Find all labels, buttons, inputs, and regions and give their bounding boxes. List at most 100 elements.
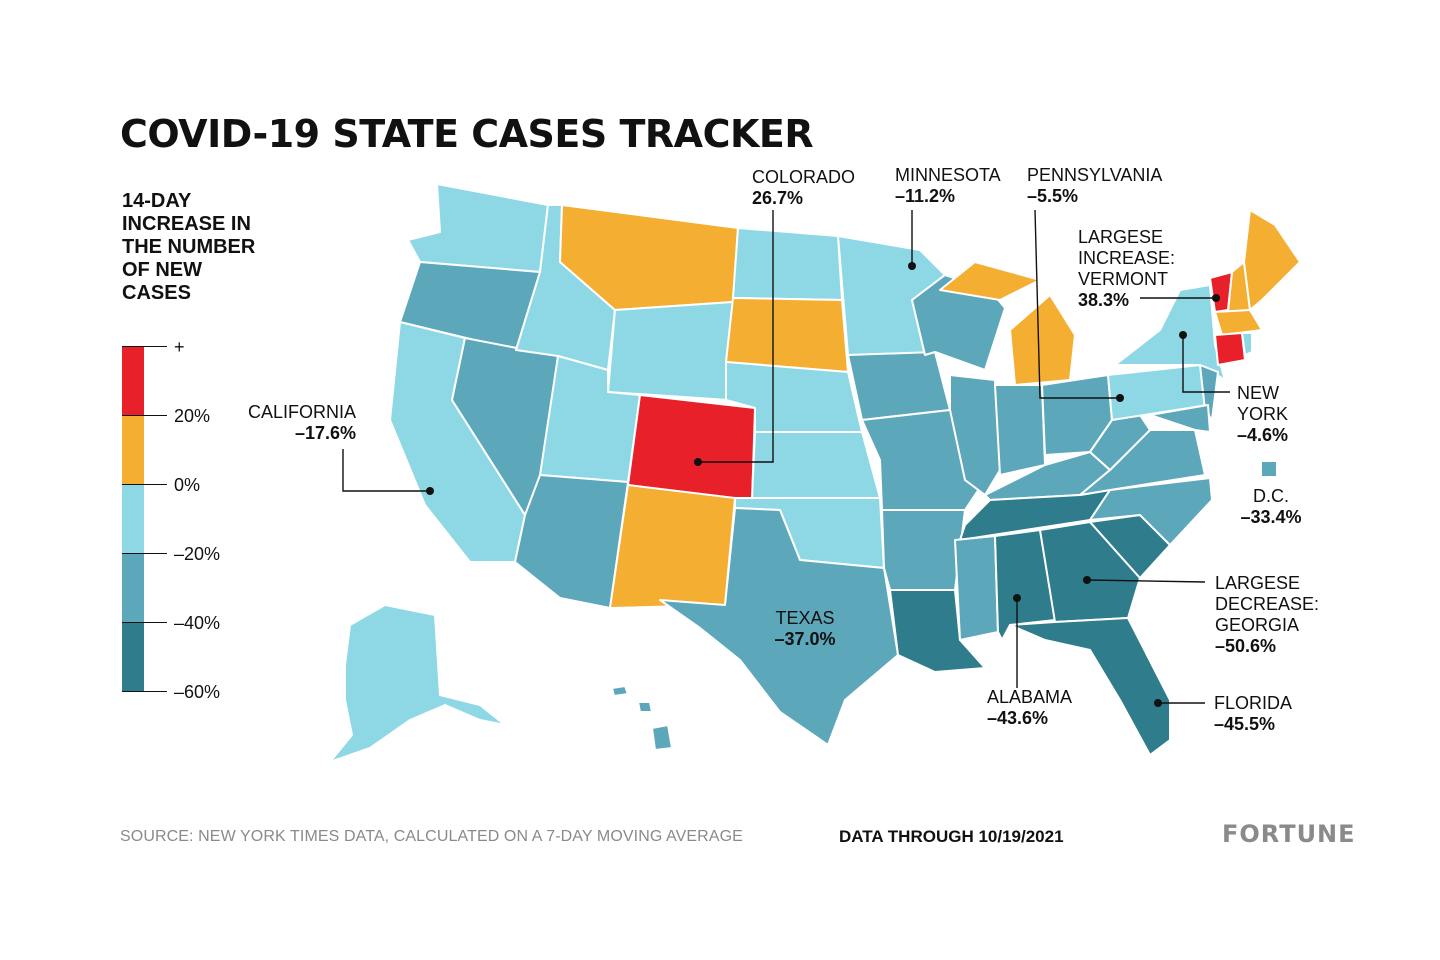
- state-hawaii: [611, 685, 673, 751]
- source-note: SOURCE: NEW YORK TIMES DATA, CALCULATED …: [120, 828, 743, 845]
- callout-name: LARGESE: [1215, 573, 1301, 593]
- state-wisconsin: [911, 274, 1006, 371]
- leader-colorado: [698, 210, 774, 463]
- marker-florida: [1154, 699, 1162, 707]
- legend-swatch-large-decrease: [122, 622, 144, 691]
- callout-colorado: COLORADO 26.7%: [752, 167, 855, 209]
- fortune-logo: FORTUNE: [1222, 820, 1356, 848]
- legend-tick-label: +: [174, 337, 185, 357]
- legend-swatch-decrease: [122, 553, 144, 622]
- callout-value: –50.6%: [1215, 636, 1277, 656]
- leader-california: [342, 449, 430, 492]
- callout-name: DECREASE:: [1215, 594, 1320, 614]
- legend-tick-label: –60%: [174, 682, 221, 702]
- state-south-dakota: [725, 297, 849, 373]
- dc-marker: [1262, 462, 1276, 476]
- callout-name: FLORIDA: [1214, 693, 1293, 713]
- callout-dc: D.C. –33.4%: [1230, 486, 1312, 528]
- leader-georgia: [1086, 579, 1206, 583]
- marker-colorado: [694, 458, 702, 466]
- legend-title-line: INCREASE IN: [122, 213, 251, 235]
- callout-name: GEORGIA: [1215, 615, 1300, 635]
- state-massachusetts: [1214, 309, 1263, 336]
- legend-tick: [122, 484, 167, 485]
- callout-vermont: LARGESE INCREASE: VERMONT 38.3%: [1078, 227, 1175, 311]
- legend-title-line: OF NEW: [122, 259, 202, 281]
- state-connecticut: [1214, 332, 1246, 366]
- callout-name: PENNSYLVANIA: [1027, 165, 1163, 185]
- state-louisiana: [889, 589, 986, 673]
- marker-minnesota: [908, 262, 916, 270]
- callout-value: 26.7%: [752, 188, 804, 208]
- legend-swatch-increase: [122, 415, 144, 484]
- us-map: [329, 183, 1301, 763]
- callout-value: –5.5%: [1027, 186, 1079, 206]
- callout-alabama: ALABAMA –43.6%: [987, 687, 1072, 729]
- callout-value: –17.6%: [294, 423, 356, 443]
- callout-name: LARGESE: [1078, 227, 1164, 247]
- callout-georgia: LARGESE DECREASE: GEORGIA –50.6%: [1215, 573, 1319, 657]
- state-maine: [1243, 209, 1301, 311]
- callout-name: NEW: [1237, 383, 1279, 403]
- callout-value: –4.6%: [1237, 425, 1289, 445]
- state-north-dakota: [732, 227, 843, 301]
- state-arkansas: [881, 509, 966, 591]
- state-new-mexico: [609, 484, 736, 609]
- legend-title-line: CASES: [122, 282, 191, 304]
- callout-name: MINNESOTA: [895, 165, 1001, 185]
- state-rhode-island: [1241, 332, 1253, 356]
- marker-alabama: [1013, 594, 1021, 602]
- legend-title-line: 14-DAY: [122, 190, 192, 212]
- callout-california: CALIFORNIA –17.6%: [236, 402, 356, 444]
- legend-tick-label: 0%: [174, 475, 201, 495]
- state-michigan-upper: [939, 261, 1041, 301]
- callout-name: ALABAMA: [987, 687, 1073, 707]
- callout-value: –37.0%: [774, 629, 836, 649]
- legend-tick-label: 20%: [174, 406, 211, 426]
- marker-vermont: [1212, 294, 1220, 302]
- leader-pennsylvania: [1034, 209, 1120, 399]
- state-kansas: [751, 431, 881, 499]
- callout-value: 38.3%: [1078, 290, 1130, 310]
- state-colorado: [627, 394, 756, 503]
- callout-texas: TEXAS –37.0%: [760, 608, 850, 650]
- callout-pennsylvania: PENNSYLVANIA –5.5%: [1027, 165, 1162, 207]
- marker-pennsylvania: [1116, 394, 1124, 402]
- page-title: COVID-19 STATE CASES TRACKER: [120, 112, 814, 156]
- legend-title-line: THE NUMBER: [122, 236, 256, 258]
- callout-name: VERMONT: [1078, 269, 1168, 289]
- state-arizona: [514, 474, 629, 609]
- callout-name: D.C.: [1253, 486, 1289, 506]
- legend-swatch-small-decrease: [122, 484, 144, 553]
- callout-value: –45.5%: [1214, 714, 1276, 734]
- callout-value: –33.4%: [1240, 507, 1302, 527]
- leader-new-york: [1182, 335, 1230, 393]
- state-texas: [659, 507, 899, 746]
- state-mississippi: [954, 535, 999, 641]
- state-alaska: [329, 604, 506, 763]
- marker-georgia: [1083, 576, 1091, 584]
- legend-tick: [122, 622, 167, 623]
- state-michigan-lower: [1009, 294, 1076, 386]
- callout-name: INCREASE:: [1078, 248, 1176, 268]
- marker-california: [426, 487, 434, 495]
- callout-value: –43.6%: [987, 708, 1049, 728]
- callout-name: COLORADO: [752, 167, 856, 187]
- callout-florida: FLORIDA –45.5%: [1214, 693, 1292, 735]
- state-iowa: [847, 351, 951, 421]
- legend-title: 14-DAY INCREASE IN THE NUMBER OF NEW CAS…: [122, 190, 292, 305]
- state-georgia: [1039, 521, 1141, 623]
- callout-name: CALIFORNIA: [247, 402, 356, 422]
- legend-tick: [122, 553, 167, 554]
- color-legend: + 20% 0% –20% –40% –60%: [122, 338, 252, 701]
- callout-name: TEXAS: [775, 608, 835, 628]
- state-west-virginia: [1089, 414, 1151, 471]
- legend-tick: [122, 691, 167, 692]
- legend-tick-label: –40%: [174, 613, 221, 633]
- state-indiana: [994, 384, 1046, 476]
- state-washington: [407, 183, 549, 273]
- state-florida: [1009, 617, 1171, 756]
- legend-tick: [122, 346, 167, 347]
- legend-tick-label: –20%: [174, 544, 221, 564]
- legend-swatch-high: [122, 346, 144, 415]
